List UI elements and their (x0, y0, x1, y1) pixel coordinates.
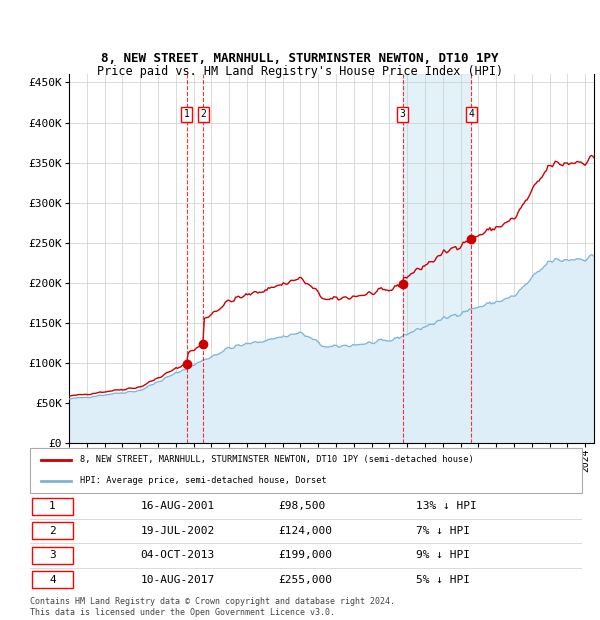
FancyBboxPatch shape (32, 572, 73, 588)
Text: 4: 4 (49, 575, 56, 585)
FancyBboxPatch shape (32, 498, 73, 515)
Text: 9% ↓ HPI: 9% ↓ HPI (416, 551, 470, 560)
Text: £255,000: £255,000 (278, 575, 332, 585)
Text: 8, NEW STREET, MARNHULL, STURMINSTER NEWTON, DT10 1PY: 8, NEW STREET, MARNHULL, STURMINSTER NEW… (101, 52, 499, 65)
Text: 5% ↓ HPI: 5% ↓ HPI (416, 575, 470, 585)
Text: Price paid vs. HM Land Registry's House Price Index (HPI): Price paid vs. HM Land Registry's House … (97, 64, 503, 78)
Text: HPI: Average price, semi-detached house, Dorset: HPI: Average price, semi-detached house,… (80, 476, 326, 485)
Text: Contains HM Land Registry data © Crown copyright and database right 2024.
This d: Contains HM Land Registry data © Crown c… (30, 598, 395, 617)
Text: 1: 1 (49, 502, 56, 512)
Text: £124,000: £124,000 (278, 526, 332, 536)
Text: 8, NEW STREET, MARNHULL, STURMINSTER NEWTON, DT10 1PY (semi-detached house): 8, NEW STREET, MARNHULL, STURMINSTER NEW… (80, 455, 473, 464)
Bar (403, 74, 471, 443)
Text: 4: 4 (468, 110, 474, 120)
FancyBboxPatch shape (32, 523, 73, 539)
Text: 13% ↓ HPI: 13% ↓ HPI (416, 502, 477, 512)
FancyBboxPatch shape (30, 448, 582, 493)
Text: 7% ↓ HPI: 7% ↓ HPI (416, 526, 470, 536)
Text: £98,500: £98,500 (278, 502, 326, 512)
Text: 10-AUG-2017: 10-AUG-2017 (140, 575, 215, 585)
Text: 19-JUL-2002: 19-JUL-2002 (140, 526, 215, 536)
FancyBboxPatch shape (32, 547, 73, 564)
Text: 16-AUG-2001: 16-AUG-2001 (140, 502, 215, 512)
Text: 3: 3 (400, 110, 406, 120)
Text: 1: 1 (184, 110, 190, 120)
Text: 2: 2 (200, 110, 206, 120)
Text: £199,000: £199,000 (278, 551, 332, 560)
Text: 3: 3 (49, 551, 56, 560)
Text: 04-OCT-2013: 04-OCT-2013 (140, 551, 215, 560)
Text: 2: 2 (49, 526, 56, 536)
